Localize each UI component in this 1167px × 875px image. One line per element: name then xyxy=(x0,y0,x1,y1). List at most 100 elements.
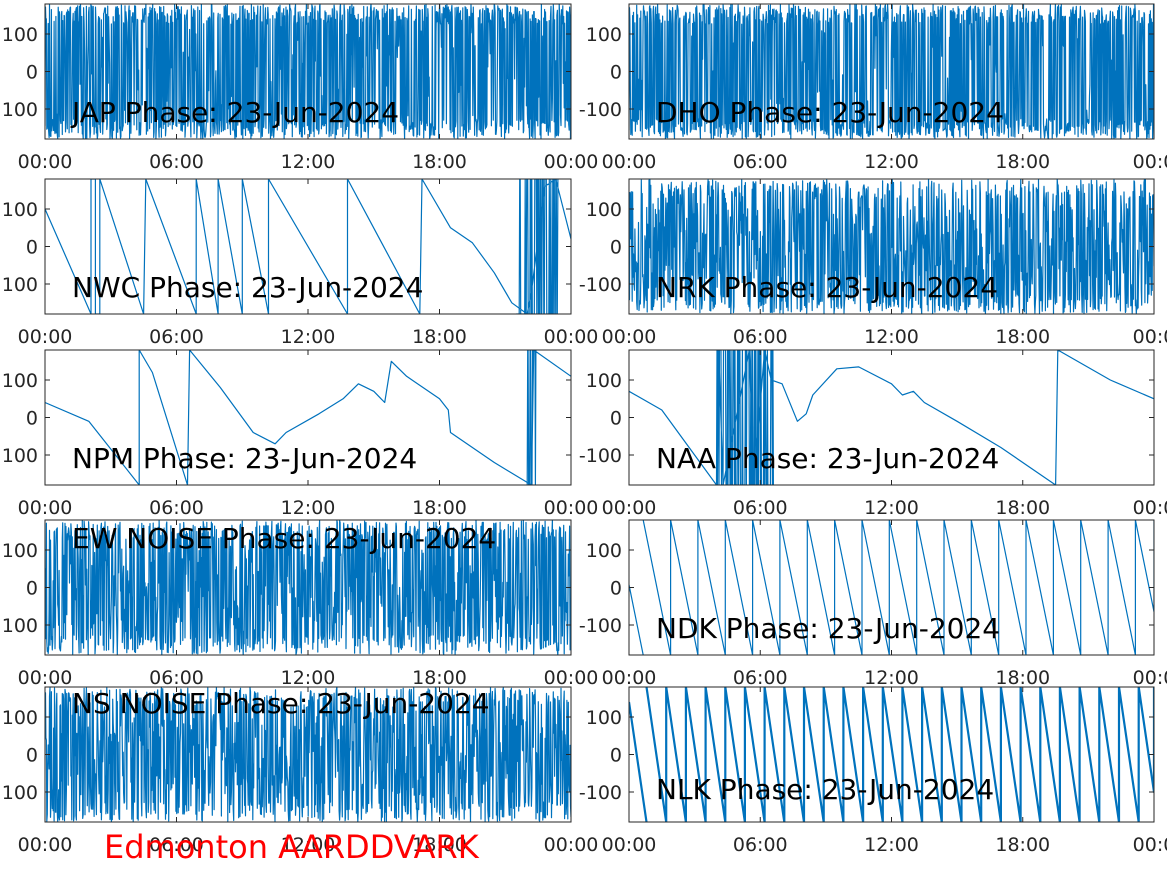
panel-title: NDK Phase: 23-Jun-2024 xyxy=(656,612,1000,645)
x-tick-label: 18:00 xyxy=(412,834,467,856)
y-tick-label: 100 xyxy=(586,24,622,46)
x-tick-label: 18:00 xyxy=(412,326,467,348)
x-tick-label: 06:00 xyxy=(733,834,788,856)
x-tick-label: 06:00 xyxy=(149,834,204,856)
x-tick-label: 12:00 xyxy=(864,151,919,173)
panel-title: NRK Phase: 23-Jun-2024 xyxy=(656,271,998,304)
phase-trace xyxy=(45,687,571,822)
phase-panel: 100 0 100 00:00 06:00 12:00 18:00 00:00 JAP Phas… xyxy=(2,3,599,173)
y-tick-label: 0 xyxy=(610,62,622,84)
phase-trace xyxy=(629,179,1154,314)
y-tick-label: 0 xyxy=(610,408,622,430)
phase-panel: 100 0 -100 00:00 06:00 12:00 18:00 00:0 NAA Phas… xyxy=(579,349,1167,519)
y-tick-label: 100 xyxy=(2,274,38,296)
x-tick-label: 06:00 xyxy=(733,497,788,519)
y-tick-label: 100 xyxy=(2,445,38,467)
y-tick-label: 0 xyxy=(26,745,38,767)
y-tick-label: 0 xyxy=(610,237,622,259)
x-tick-label: 18:00 xyxy=(995,667,1050,689)
panel-title: JAP Phase: 23-Jun-2024 xyxy=(70,96,399,129)
x-tick-label: 00:00 xyxy=(602,497,657,519)
y-tick-label: -100 xyxy=(579,615,622,637)
phase-trace xyxy=(45,4,571,139)
x-tick-label: 18:00 xyxy=(995,151,1050,173)
y-tick-label: -100 xyxy=(579,782,622,804)
x-tick-label: 06:00 xyxy=(733,326,788,348)
x-tick-label: 00:0 xyxy=(1133,667,1167,689)
y-tick-label: 0 xyxy=(26,62,38,84)
y-tick-label: 100 xyxy=(586,707,622,729)
x-tick-label: 06:00 xyxy=(149,497,204,519)
y-tick-label: 0 xyxy=(610,578,622,600)
panel-title: NWC Phase: 23-Jun-2024 xyxy=(72,271,423,304)
panel-title: NAA Phase: 23-Jun-2024 xyxy=(656,442,999,475)
panel-title: NPM Phase: 23-Jun-2024 xyxy=(72,442,417,475)
phase-panel: 100 0 -100 00:00 06:00 12:00 18:00 00:0 DHO Phas… xyxy=(579,3,1167,173)
phase-panel: 100 0 -100 00:00 06:00 12:00 18:00 00:0 NRK Phas… xyxy=(579,178,1167,348)
phase-trace xyxy=(629,4,1154,139)
x-tick-label: 12:00 xyxy=(864,834,919,856)
y-tick-label: 100 xyxy=(586,370,622,392)
x-tick-label: 18:00 xyxy=(412,151,467,173)
y-tick-label: -100 xyxy=(579,274,622,296)
x-tick-label: 00:00 xyxy=(544,834,599,856)
x-tick-label: 00:0 xyxy=(1133,151,1167,173)
x-tick-label: 06:00 xyxy=(733,667,788,689)
y-tick-label: 0 xyxy=(26,578,38,600)
x-tick-label: 00:00 xyxy=(602,326,657,348)
axes-background xyxy=(45,350,571,485)
y-tick-label: 0 xyxy=(610,745,622,767)
phase-panel: 100 0 -100 00:00 06:00 12:00 18:00 00:0 NLK Phas… xyxy=(579,686,1167,856)
x-tick-label: 06:00 xyxy=(149,326,204,348)
x-tick-label: 00:00 xyxy=(18,834,73,856)
phase-panel: 100 0 100 00:00 06:00 12:00 18:00 00:00 NPM Phas… xyxy=(2,349,599,519)
x-tick-label: 00:00 xyxy=(18,326,73,348)
x-tick-label: 18:00 xyxy=(995,497,1050,519)
y-tick-label: 100 xyxy=(2,707,38,729)
x-tick-label: 12:00 xyxy=(281,834,336,856)
phase-panel: 100 0 -100 00:00 06:00 12:00 18:00 00:0 NDK Phas… xyxy=(579,519,1167,689)
x-tick-label: 12:00 xyxy=(281,667,336,689)
figure-footer-title: Edmonton AARDDVARK xyxy=(104,828,480,866)
x-tick-label: 12:00 xyxy=(281,151,336,173)
y-tick-label: 100 xyxy=(586,199,622,221)
phase-trace xyxy=(45,179,571,314)
x-tick-label: 00:00 xyxy=(544,667,599,689)
phase-trace xyxy=(629,520,1154,655)
phase-panel: 100 0 100 00:00 06:00 12:00 18:00 00:00 NWC Phas… xyxy=(2,178,599,348)
panel-title: NS NOISE Phase: 23-Jun-2024 xyxy=(72,687,490,720)
y-tick-label: 100 xyxy=(586,540,622,562)
x-tick-label: 00:00 xyxy=(544,151,599,173)
y-tick-label: 0 xyxy=(26,408,38,430)
x-tick-label: 00:00 xyxy=(544,497,599,519)
x-tick-label: 18:00 xyxy=(995,834,1050,856)
x-tick-label: 00:00 xyxy=(602,667,657,689)
x-tick-label: 18:00 xyxy=(412,667,467,689)
y-tick-label: 100 xyxy=(2,24,38,46)
y-tick-label: 100 xyxy=(2,370,38,392)
phase-trace xyxy=(45,520,571,655)
x-tick-label: 18:00 xyxy=(995,326,1050,348)
x-tick-label: 18:00 xyxy=(412,497,467,519)
x-tick-label: 12:00 xyxy=(864,667,919,689)
x-tick-label: 00:00 xyxy=(544,326,599,348)
panel-title: DHO Phase: 23-Jun-2024 xyxy=(656,96,1004,129)
x-tick-label: 12:00 xyxy=(864,326,919,348)
x-tick-label: 00:00 xyxy=(602,834,657,856)
x-tick-label: 06:00 xyxy=(733,151,788,173)
y-tick-label: 100 xyxy=(2,615,38,637)
x-tick-label: 12:00 xyxy=(281,326,336,348)
x-tick-label: 00:0 xyxy=(1133,326,1167,348)
x-tick-label: 00:00 xyxy=(18,497,73,519)
y-tick-label: 100 xyxy=(2,199,38,221)
y-tick-label: -100 xyxy=(579,445,622,467)
panel-title: EW NOISE Phase: 23-Jun-2024 xyxy=(72,522,496,555)
x-tick-label: 00:0 xyxy=(1133,834,1167,856)
phase-panel: 100 0 100 00:00 06:00 12:00 18:00 00:00 NS NOISE… xyxy=(2,686,599,856)
y-tick-label: -100 xyxy=(579,99,622,121)
x-tick-label: 00:00 xyxy=(18,151,73,173)
x-tick-label: 00:0 xyxy=(1133,497,1167,519)
x-tick-label: 06:00 xyxy=(149,667,204,689)
